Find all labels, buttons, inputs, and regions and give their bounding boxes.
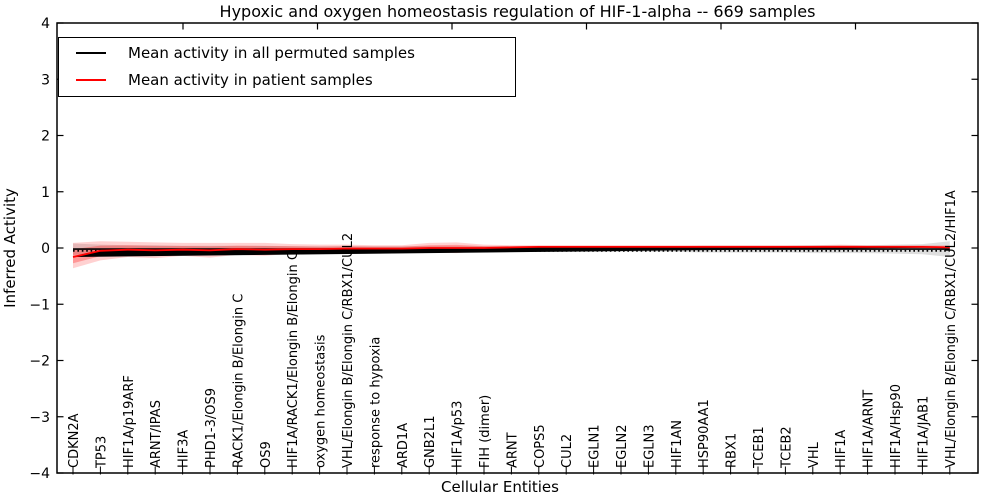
x-category-label: PHD1-3/OS9 (204, 388, 219, 468)
y-tick-label: 4 (41, 16, 50, 32)
patient-line-swatch (76, 78, 106, 81)
x-category-label: RBX1 (725, 433, 740, 468)
patient-mean-line (72, 245, 950, 258)
x-category-label: TCEB1 (752, 426, 767, 469)
x-category-label: EGLN3 (642, 424, 657, 468)
legend-item-patient: Mean activity in patient samples (59, 68, 515, 92)
x-category-label: ARD1A (396, 423, 411, 468)
x-category-label: HIF1A (834, 430, 849, 468)
x-category-label: FIH (dimer) (478, 395, 493, 468)
x-category-label: HIF1A/Hsp90 (889, 384, 904, 468)
x-category-label: HIF1A/RACK1/Elongin B/Elongin C (286, 251, 301, 468)
y-tick-label: −1 (29, 297, 50, 313)
x-category-label: ARNT/IPAS (149, 400, 164, 468)
y-tick-label: 2 (41, 129, 50, 145)
y-tick-label: 1 (41, 185, 50, 201)
axis-ticks (57, 22, 978, 475)
x-category-label: HIF1A/ARNT (862, 390, 877, 468)
x-category-label: RACK1/Elongin B/Elongin C (231, 294, 246, 468)
x-category-label: EGLN2 (615, 424, 630, 468)
x-category-label: HSP90AA1 (697, 399, 712, 468)
x-category-label: TP53 (94, 436, 109, 469)
y-tick-label: −3 (29, 410, 50, 426)
x-category-label: COPS5 (533, 424, 548, 468)
legend: Mean activity in all permuted samples Me… (58, 37, 516, 97)
chart-title: Hypoxic and oxygen homeostasis regulatio… (219, 2, 816, 21)
x-category-label: HIF1AN (670, 420, 685, 468)
y-tick-label: 3 (41, 72, 50, 88)
x-category-label: ARNT (505, 432, 520, 468)
permuted-line-swatch (76, 52, 106, 55)
x-category-label: GNB2L1 (423, 415, 438, 468)
x-category-label: TCEB2 (779, 426, 794, 469)
y-tick-label: −4 (29, 466, 50, 482)
x-category-label: VHL/Elongin B/Elongin C/RBX1/CUL2/HIF1A (944, 190, 959, 468)
x-category-label: CDKN2A (67, 413, 82, 468)
x-category-label: CUL2 (560, 434, 575, 468)
x-category-label: oxygen homeostasis (314, 334, 329, 468)
x-category-label: EGLN1 (588, 424, 603, 468)
x-category-label: response to hypoxia (368, 337, 383, 468)
x-category-label: HIF1A/JAB1 (916, 396, 931, 468)
y-tick-labels: 4 3 2 1 0 −1 −2 −3 −4 (29, 16, 50, 482)
x-category-labels: CDKN2A TP53 HIF1A/p19ARF ARNT/IPAS HIF3A PHD1… (67, 190, 959, 469)
x-category-label: HIF1A/p53 (451, 401, 466, 468)
legend-label-permuted: Mean activity in all permuted samples (128, 44, 415, 63)
y-tick-label: 0 (41, 241, 50, 257)
x-category-label: VHL/Elongin B/Elongin C/RBX1/CUL2 (341, 233, 356, 468)
legend-label-patient: Mean activity in patient samples (128, 70, 373, 89)
x-category-label: VHL (807, 441, 822, 468)
x-category-label: HIF3A (177, 430, 192, 468)
legend-item-permuted: Mean activity in all permuted samples (59, 41, 515, 65)
y-axis-label: Inferred Activity (1, 188, 19, 308)
x-category-label: OS9 (259, 441, 274, 468)
x-category-label: HIF1A/p19ARF (122, 375, 137, 468)
y-tick-label: −2 (29, 354, 50, 370)
x-axis-label: Cellular Entities (441, 478, 559, 496)
